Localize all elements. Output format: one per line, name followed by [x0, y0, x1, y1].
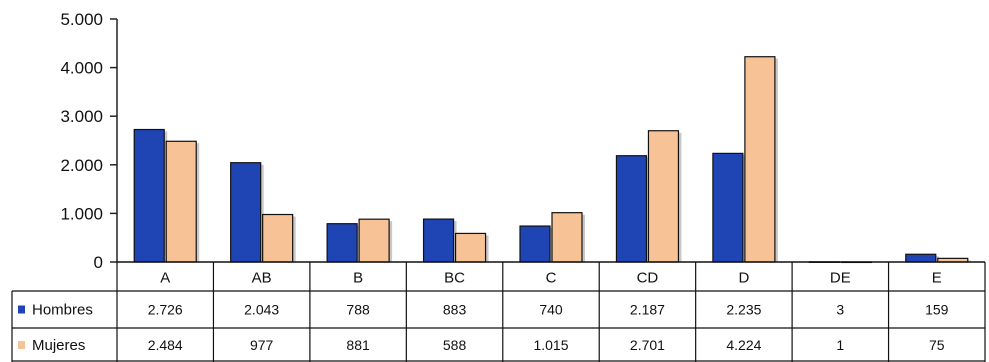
legend-label: Mujeres — [32, 337, 85, 354]
table-cell: 4.224 — [726, 337, 761, 353]
category-label: D — [738, 270, 749, 287]
data-table: A AB B BC C CD D DE E Hombres 2.726 2.043 788 883 740 2… — [11, 261, 986, 362]
table-cell: 788 — [346, 302, 370, 318]
bar-hombres-a — [133, 128, 165, 263]
category-label: BC — [444, 270, 465, 287]
table-cell: 1 — [836, 337, 844, 353]
table-cell: 3 — [836, 302, 844, 318]
bar-mujeres-c — [551, 212, 583, 263]
category-label: E — [932, 270, 942, 287]
bar-mujeres-ab — [262, 213, 294, 263]
y-tick-label: 4.000 — [60, 59, 103, 78]
bar-hombres-cd — [615, 155, 648, 263]
table-cell: 159 — [925, 302, 949, 318]
table-cell: 2.484 — [148, 337, 183, 353]
category-label: C — [546, 270, 557, 287]
legend-key-hombres — [18, 305, 25, 314]
table-cell: 2.235 — [726, 302, 761, 318]
table-cell: 1.015 — [533, 337, 568, 353]
bar-mujeres-bc — [454, 232, 487, 263]
bar-mujeres-cd — [647, 130, 680, 263]
bar-hombres-d — [712, 152, 744, 263]
legend-key-mujeres — [18, 341, 25, 349]
bars-group — [133, 56, 971, 264]
category-label: DE — [830, 270, 851, 287]
category-label: AB — [252, 270, 272, 287]
table-cell: 740 — [539, 302, 563, 318]
table-cell: 75 — [929, 337, 945, 353]
category-label: CD — [637, 270, 659, 287]
y-tick-label: 3.000 — [60, 107, 103, 126]
y-tick-label: 5.000 — [60, 10, 103, 29]
bar-hombres-b — [326, 223, 358, 263]
table-cell: 2.043 — [244, 302, 279, 318]
bar-mujeres-a — [165, 140, 197, 263]
y-tick-label: 1.000 — [60, 204, 103, 223]
bar-mujeres-b — [358, 218, 390, 263]
y-tick-label: 2.000 — [60, 156, 103, 175]
bar-hombres-e — [905, 253, 937, 263]
bar-mujeres-d — [744, 56, 776, 263]
legend-label: Hombres — [32, 302, 93, 319]
table-cell: 881 — [346, 337, 370, 353]
table-cell: 588 — [443, 337, 467, 353]
table-cell: 2.701 — [630, 337, 665, 353]
bar-hombres-c — [519, 225, 551, 263]
category-label: B — [353, 270, 363, 287]
bar-hombres-ab — [230, 162, 262, 263]
table-cell: 2.726 — [148, 302, 183, 318]
table-cell: 883 — [443, 302, 467, 318]
table-cell: 977 — [250, 337, 274, 353]
category-label: A — [160, 270, 170, 287]
y-axis: 0 1.000 2.000 3.000 4.000 5.000 — [60, 10, 118, 272]
table-cell: 2.187 — [630, 302, 665, 318]
y-tick-label: 0 — [94, 253, 103, 272]
bar-hombres-bc — [422, 218, 455, 263]
